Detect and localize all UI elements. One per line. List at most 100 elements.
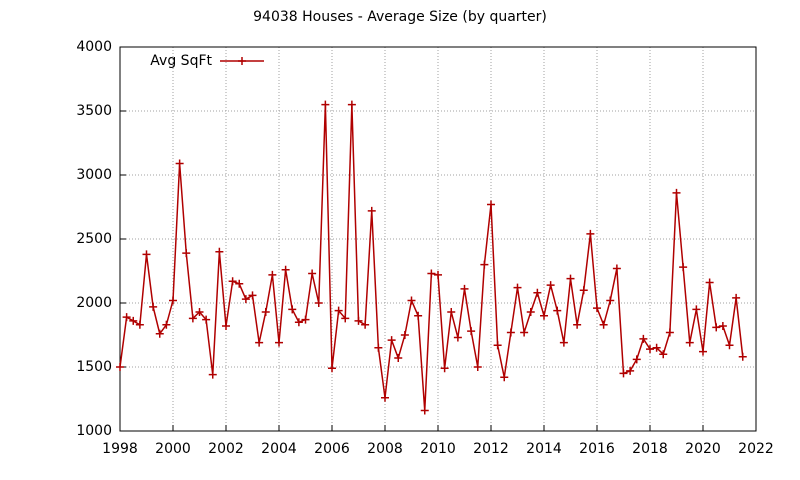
data-point: [314, 299, 323, 307]
data-point: [182, 249, 191, 258]
data-point: [619, 369, 628, 378]
data-point: [169, 296, 177, 305]
data-point: [162, 320, 171, 329]
data-point: [222, 322, 230, 331]
data-point: [473, 363, 482, 371]
x-tick-label: 2002: [208, 441, 244, 457]
data-point: [646, 345, 654, 354]
y-tick-label: 1500: [76, 359, 112, 375]
data-point: [699, 347, 707, 356]
data-line: [119, 104, 744, 411]
data-point: [381, 393, 389, 402]
data-point: [453, 333, 462, 342]
legend-label: Avg SqFt: [150, 53, 212, 69]
data-point: [215, 247, 224, 256]
data-point: [288, 305, 297, 314]
data-point: [506, 328, 515, 337]
y-tick-label: 3500: [76, 103, 112, 119]
data-point: [188, 314, 197, 323]
data-point: [685, 338, 694, 347]
data-point: [467, 327, 476, 336]
data-point: [361, 320, 370, 329]
y-tick-label: 4000: [76, 39, 112, 55]
data-point: [374, 343, 383, 352]
y-tick-label: 1000: [76, 423, 112, 439]
data-point: [175, 159, 184, 168]
data-point: [394, 354, 403, 363]
x-tick-label: 2014: [526, 441, 562, 457]
data-point: [460, 284, 469, 293]
data-point: [328, 364, 336, 373]
data-point: [434, 270, 442, 279]
data-point: [718, 322, 727, 331]
data-point: [533, 288, 542, 297]
data-point: [659, 350, 668, 359]
data-point: [566, 274, 575, 283]
data-point: [480, 260, 489, 269]
data-point: [255, 338, 264, 347]
data-point: [612, 264, 621, 273]
x-tick-label: 2008: [367, 441, 403, 457]
data-point: [248, 291, 257, 300]
data-point: [261, 307, 270, 316]
data-point: [135, 320, 144, 329]
data-point: [440, 364, 449, 373]
data-point: [122, 313, 131, 322]
data-point: [679, 263, 688, 272]
data-point: [573, 320, 582, 329]
data-point: [599, 320, 608, 329]
data-point: [639, 334, 648, 343]
x-tick-label: 2016: [579, 441, 615, 457]
data-point: [268, 270, 277, 279]
data-point: [235, 279, 244, 288]
data-point: [559, 338, 568, 347]
data-point: [347, 100, 356, 109]
x-tick-label: 2004: [261, 441, 297, 457]
data-point: [308, 269, 317, 278]
data-point: [420, 406, 429, 415]
data-point: [334, 306, 343, 315]
legend-marker: [238, 57, 246, 65]
data-point: [281, 265, 290, 274]
data-point: [579, 286, 588, 295]
data-point: [513, 283, 522, 292]
data-point: [732, 293, 741, 302]
data-point: [407, 296, 416, 305]
data-point: [540, 311, 548, 320]
y-tick-label: 2500: [76, 231, 112, 247]
data-point: [228, 277, 237, 286]
data-point: [586, 229, 595, 238]
x-tick-label: 1998: [102, 441, 138, 457]
data-point: [447, 307, 456, 316]
x-tick-label: 2020: [685, 441, 721, 457]
chart-title: 94038 Houses - Average Size (by quarter): [253, 9, 547, 25]
data-point: [725, 341, 734, 350]
x-tick-label: 2000: [155, 441, 191, 457]
plot-frame: [119, 46, 757, 432]
y-tick-label: 3000: [76, 167, 112, 183]
data-point: [672, 188, 681, 197]
x-tick-label: 2006: [314, 441, 350, 457]
y-tick-label: 2000: [76, 295, 112, 311]
data-point: [526, 307, 535, 316]
data-point: [387, 336, 396, 345]
data-point: [241, 295, 250, 304]
data-point: [606, 296, 615, 305]
x-tick-label: 2018: [632, 441, 668, 457]
data-point: [149, 302, 158, 311]
x-tick-label: 2022: [738, 441, 774, 457]
data-point: [195, 307, 204, 316]
data-point: [593, 304, 601, 313]
data-point: [275, 338, 283, 347]
data-point: [414, 311, 423, 320]
data-point: [294, 318, 303, 327]
data-point: [155, 329, 164, 338]
data-point: [738, 352, 747, 361]
data-point: [705, 278, 714, 287]
x-tick-label: 2012: [473, 441, 509, 457]
data-point: [520, 328, 529, 337]
x-tick-label: 2010: [420, 441, 456, 457]
data-point: [652, 343, 661, 352]
data-point: [129, 316, 138, 325]
